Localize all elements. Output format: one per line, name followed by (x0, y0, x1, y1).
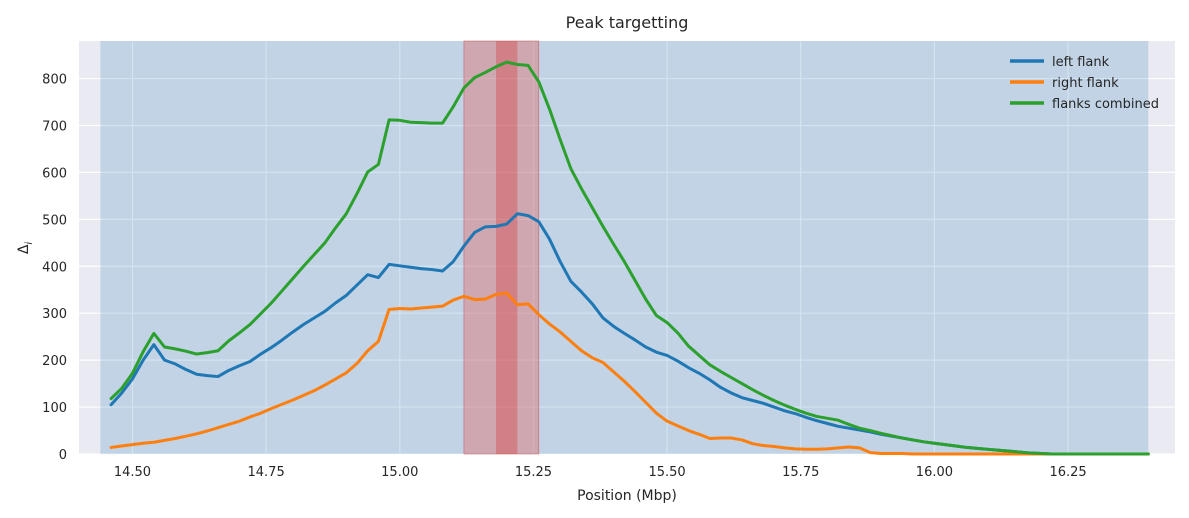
scan-region-band (100, 41, 1149, 454)
confidence-interval-band (463, 40, 540, 455)
y-axis-label-base: Δ (16, 244, 32, 254)
x-tick-label: 16.25 (1049, 465, 1086, 480)
x-axis-label: Position (Mbp) (577, 488, 677, 504)
peak-interval-band (496, 41, 518, 454)
x-tick-label: 14.75 (248, 465, 285, 480)
y-tick-labels: 0 100 200 300 400 500 600 700 800 (42, 73, 67, 463)
chart-title: Peak targetting (566, 13, 689, 32)
legend-label: right flank (1052, 76, 1119, 91)
series-line-right-flank (109, 291, 1150, 456)
series-line-flanks-combined (109, 60, 1150, 456)
x-tick-label: 15.25 (515, 465, 552, 480)
legend-label: flanks combined (1052, 97, 1159, 112)
y-tick-label: 300 (42, 307, 67, 322)
y-tick-label: 100 (42, 401, 67, 416)
legend: left flank right flank flanks combined (1010, 55, 1159, 112)
y-axis-label-subscript: i (24, 242, 35, 245)
y-tick-label: 800 (42, 73, 67, 88)
legend-label: left flank (1052, 55, 1110, 70)
y-axis-label: Δi (16, 242, 35, 255)
y-tick-label: 700 (42, 119, 67, 134)
y-tick-label: 200 (42, 354, 67, 369)
y-tick-label: 0 (59, 448, 67, 463)
x-tick-label: 15.50 (648, 465, 685, 480)
y-tick-label: 500 (42, 213, 67, 228)
x-tick-label: 15.75 (782, 465, 819, 480)
y-tick-label: 400 (42, 260, 67, 275)
highlight-regions (100, 40, 1149, 455)
x-tick-label: 16.00 (916, 465, 953, 480)
y-tick-label: 600 (42, 166, 67, 181)
x-tick-label: 15.00 (381, 465, 418, 480)
x-tick-label: 14.50 (114, 465, 151, 480)
grid (79, 41, 1175, 455)
series-lines (109, 60, 1150, 456)
x-tick-labels: 14.50 14.75 15.00 15.25 15.50 15.75 16.00 16.25 (114, 465, 1087, 480)
